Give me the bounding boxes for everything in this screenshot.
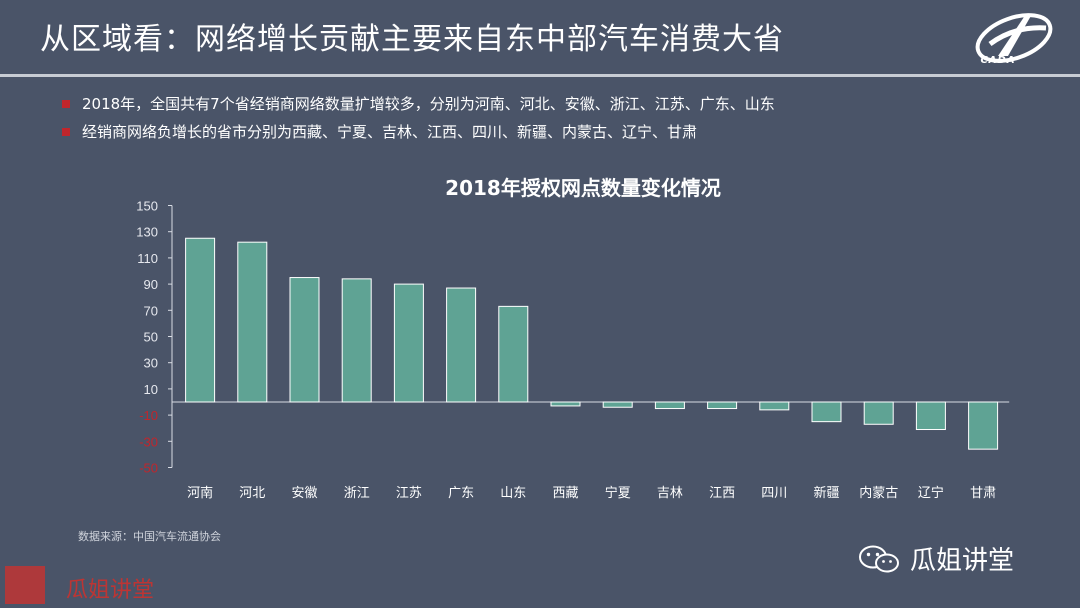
bar-吉林 (654, 401, 685, 410)
title-divider (0, 74, 1080, 77)
bar-四川 (759, 401, 790, 411)
watermark-text: 瓜姐讲堂 (66, 578, 155, 603)
y-tick-label: 130 (136, 225, 158, 240)
x-tick-label: 甘肃 (970, 486, 996, 501)
bar-辽宁 (915, 401, 946, 431)
bar-西藏 (550, 401, 581, 407)
bar-山东 (498, 305, 529, 403)
x-tick-label: 浙江 (344, 486, 370, 501)
x-tick-label: 四川 (761, 486, 787, 501)
y-tick-label: 110 (137, 251, 158, 266)
y-tick-label: 70 (144, 303, 158, 318)
x-tick-label: 河北 (239, 486, 265, 501)
bar-浙江 (341, 278, 372, 403)
wechat-account-name: 瓜姐讲堂 (910, 546, 1015, 576)
bar-安徽 (289, 277, 320, 403)
bullet-square-icon (62, 100, 70, 108)
x-tick-label: 江苏 (396, 485, 422, 501)
x-tick-label: 山东 (500, 486, 526, 501)
bar-河北 (237, 241, 268, 403)
chart-title: 2018年授权网点数量变化情况 (445, 176, 721, 200)
watermark-logo-icon (5, 566, 45, 604)
y-tick-label: 50 (144, 330, 158, 345)
x-tick-label: 辽宁 (918, 485, 944, 501)
logo-text: CADA (980, 55, 1016, 66)
bar-江苏 (393, 283, 424, 403)
bullet-square-icon (62, 128, 70, 136)
bar-内蒙古 (863, 401, 894, 425)
y-tick-label: -50 (139, 461, 158, 476)
bar-宁夏 (602, 401, 633, 408)
cada-logo-icon (975, 13, 1053, 63)
x-tick-label: 广东 (448, 486, 474, 501)
x-tick-label: 新疆 (813, 485, 839, 501)
x-tick-label: 江西 (709, 486, 735, 501)
y-tick-label: -10 (139, 408, 158, 423)
bar-甘肃 (968, 401, 999, 450)
slide-title: 从区域看：网络增长贡献主要来自东中部汽车消费大省 (40, 22, 784, 57)
x-tick-label: 河南 (187, 485, 213, 501)
bar-新疆 (811, 401, 842, 423)
bullet-item: 2018年，全国共有7个省经销商网络数量扩增较多，分别为河南、河北、安徽、浙江、… (62, 90, 775, 118)
bullet-item: 经销商网络负增长的省市分别为西藏、宁夏、吉林、江西、四川、新疆、内蒙古、辽宁、甘… (62, 118, 775, 146)
y-tick-label: 10 (144, 382, 158, 397)
bullet-text: 2018年，全国共有7个省经销商网络数量扩增较多，分别为河南、河北、安徽、浙江、… (82, 95, 775, 113)
bar-广东 (446, 287, 477, 403)
bullet-list: 2018年，全国共有7个省经销商网络数量扩增较多，分别为河南、河北、安徽、浙江、… (62, 90, 775, 146)
x-tick-label: 安徽 (291, 486, 317, 501)
bar-河南 (185, 237, 216, 403)
y-tick-label: 150 (136, 199, 158, 214)
source-note: 数据来源：中国汽车流通协会 (78, 530, 221, 543)
y-tick-label: 30 (144, 356, 158, 371)
x-tick-label: 西藏 (552, 486, 578, 501)
bullet-text: 经销商网络负增长的省市分别为西藏、宁夏、吉林、江西、四川、新疆、内蒙古、辽宁、甘… (82, 123, 698, 141)
x-tick-label: 内蒙古 (859, 485, 898, 501)
wechat-icon (859, 545, 899, 573)
bar-江西 (707, 401, 738, 410)
y-tick-label: 90 (144, 277, 158, 292)
x-tick-label: 宁夏 (605, 485, 631, 501)
x-tick-label: 吉林 (657, 486, 683, 501)
y-tick-label: -30 (139, 434, 158, 449)
